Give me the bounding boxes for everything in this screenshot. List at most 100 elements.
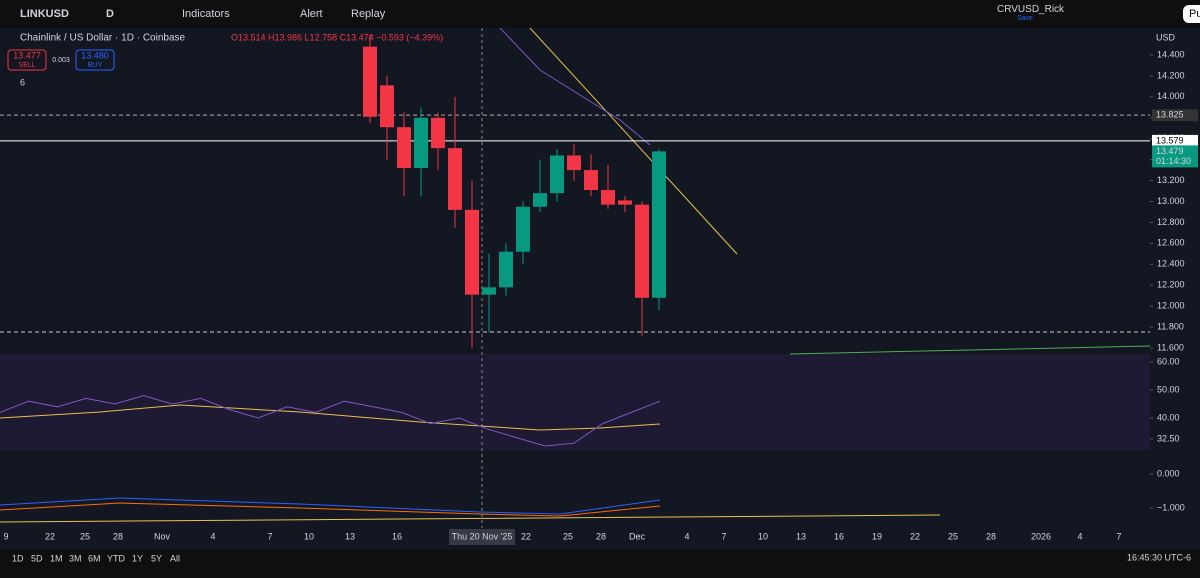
range-button[interactable]: 1D bbox=[12, 553, 24, 563]
crosshair-date-bg bbox=[449, 529, 515, 545]
y-tick-label: 13.200 bbox=[1157, 175, 1185, 185]
y-tick-label: 12.800 bbox=[1157, 217, 1185, 227]
rsi-tick-label: 50.00 bbox=[1157, 384, 1180, 394]
x-tick-label: 9 bbox=[3, 531, 8, 541]
buy-button[interactable] bbox=[75, 49, 115, 71]
candle-body bbox=[533, 193, 547, 207]
currency[interactable]: USD bbox=[1156, 32, 1176, 42]
clock: 16:45:30 UTC-6 bbox=[1127, 552, 1191, 562]
x-tick-label: 7 bbox=[1116, 531, 1121, 541]
range-button[interactable]: 3M bbox=[69, 553, 82, 563]
x-tick-label: 4 bbox=[684, 531, 689, 541]
range-button[interactable]: YTD bbox=[107, 553, 126, 563]
x-tick-label: 19 bbox=[872, 531, 882, 541]
candle-body bbox=[414, 117, 428, 169]
candle-body bbox=[567, 155, 581, 171]
layout-name[interactable]: CRVUSD_Rick bbox=[997, 4, 1065, 15]
sell-price[interactable]: 13.477 bbox=[13, 50, 41, 60]
x-tick-label: 25 bbox=[80, 531, 90, 541]
macd-tick-label: −1.000 bbox=[1157, 502, 1185, 512]
macd-trend bbox=[0, 514, 941, 523]
range-button[interactable]: 5D bbox=[31, 553, 43, 563]
interval[interactable]: D bbox=[106, 8, 114, 20]
time-axis bbox=[0, 528, 1200, 546]
moving-average bbox=[499, 28, 651, 146]
legend-title: Chainlink / US Dollar · 1D · Coinbase bbox=[20, 33, 186, 44]
level-tag bbox=[1152, 134, 1198, 147]
symbol[interactable]: LINKUSD bbox=[20, 8, 69, 20]
y-tick-label: 14.400 bbox=[1157, 49, 1185, 59]
candle-body bbox=[516, 206, 530, 252]
candle-body bbox=[482, 287, 496, 295]
signal-line bbox=[0, 502, 661, 517]
indicators-button[interactable]: Indicators bbox=[182, 8, 230, 20]
range-button[interactable]: All bbox=[170, 553, 180, 563]
x-tick-label: 7 bbox=[721, 531, 726, 541]
countdown: 01:14:30 bbox=[1156, 156, 1191, 166]
candle-body bbox=[448, 148, 462, 210]
range-button[interactable]: 1Y bbox=[132, 553, 143, 563]
chart: Chainlink / US Dollar · 1D · Coinbase O1… bbox=[0, 28, 1200, 578]
x-tick-label: 22 bbox=[521, 531, 531, 541]
indicator-count[interactable]: 6 bbox=[20, 77, 25, 87]
candle-body bbox=[465, 209, 479, 295]
rsi-ma bbox=[0, 404, 661, 431]
rsi-tick-label: 60.00 bbox=[1157, 356, 1180, 366]
candle-body bbox=[499, 251, 513, 288]
chart-bg bbox=[0, 28, 1200, 578]
y-tick-label: 11.600 bbox=[1157, 342, 1184, 352]
y-tick-label: 12.000 bbox=[1157, 301, 1185, 311]
x-tick-label: Thu 20 Nov '25 bbox=[452, 531, 513, 541]
y-tick-label: 11.800 bbox=[1157, 321, 1184, 331]
range-button[interactable]: 6M bbox=[88, 553, 101, 563]
range-button[interactable]: 5Y bbox=[151, 553, 162, 563]
candle-body bbox=[380, 85, 394, 128]
toolbar: LINKUSD D Indicators Alert Replay CRVUSD… bbox=[0, 0, 1200, 28]
sell-label[interactable]: SELL bbox=[18, 62, 35, 69]
x-tick-label: 13 bbox=[345, 531, 355, 541]
last-price: 13.479 bbox=[1156, 146, 1184, 156]
last-price-tag bbox=[1152, 145, 1198, 168]
candle-body bbox=[635, 204, 649, 298]
x-tick-label: 22 bbox=[45, 531, 55, 541]
x-tick-label: Dec bbox=[629, 531, 646, 541]
x-tick-label: Nov bbox=[154, 531, 171, 541]
range-button[interactable]: 1M bbox=[50, 553, 63, 563]
x-tick-label: 28 bbox=[113, 531, 123, 541]
candle-body bbox=[431, 117, 445, 149]
rsi-tick-label: 32.50 bbox=[1157, 433, 1180, 443]
x-tick-label: 25 bbox=[563, 531, 573, 541]
y-tick-label: 12.400 bbox=[1157, 259, 1185, 269]
x-tick-label: 4 bbox=[210, 531, 215, 541]
buy-price[interactable]: 13.480 bbox=[81, 50, 109, 60]
replay-button[interactable]: Replay bbox=[351, 8, 386, 20]
x-tick-label: 2026 bbox=[1031, 531, 1051, 541]
x-tick-label: 4 bbox=[1077, 531, 1082, 541]
sell-button[interactable] bbox=[7, 49, 47, 71]
macd-line bbox=[0, 497, 661, 515]
y-tick-label: 14.000 bbox=[1157, 91, 1185, 101]
buy-label[interactable]: BUY bbox=[88, 62, 103, 69]
x-tick-label: 13 bbox=[796, 531, 806, 541]
y-tick-label: 12.200 bbox=[1157, 280, 1185, 290]
candle-body bbox=[584, 170, 598, 190]
rsi-tick-label: 40.00 bbox=[1157, 412, 1180, 422]
level-label: 13.825 bbox=[1156, 110, 1184, 120]
candle-body bbox=[397, 127, 411, 169]
candle-body bbox=[618, 200, 632, 205]
candle-body bbox=[652, 151, 666, 298]
level-tag bbox=[1152, 109, 1198, 122]
rsi-line bbox=[0, 395, 661, 447]
y-tick-label: 12.600 bbox=[1157, 238, 1185, 248]
price-axis bbox=[1150, 28, 1200, 528]
spread: 0.003 bbox=[52, 57, 70, 64]
x-tick-label: 10 bbox=[758, 531, 768, 541]
x-tick-label: 22 bbox=[910, 531, 920, 541]
publish-button[interactable]: Pub bbox=[1183, 5, 1200, 23]
alert-button[interactable]: Alert bbox=[300, 8, 323, 20]
level-label: 13.579 bbox=[1156, 135, 1184, 145]
save-status: Save bbox=[1017, 15, 1033, 22]
candle-body bbox=[550, 155, 564, 194]
x-tick-label: 16 bbox=[392, 531, 402, 541]
